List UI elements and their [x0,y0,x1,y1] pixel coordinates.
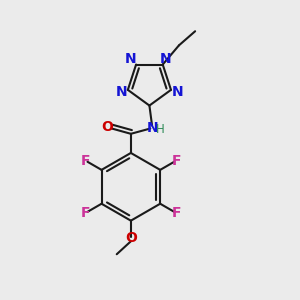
Text: F: F [81,154,90,168]
Text: N: N [160,52,172,66]
Text: F: F [81,206,90,220]
Text: F: F [172,154,181,168]
Text: O: O [125,231,137,245]
Text: F: F [172,206,181,220]
Text: N: N [116,85,127,99]
Text: N: N [146,121,158,135]
Text: N: N [172,85,183,99]
Text: N: N [124,52,136,66]
Text: H: H [156,123,165,136]
Text: O: O [101,120,113,134]
